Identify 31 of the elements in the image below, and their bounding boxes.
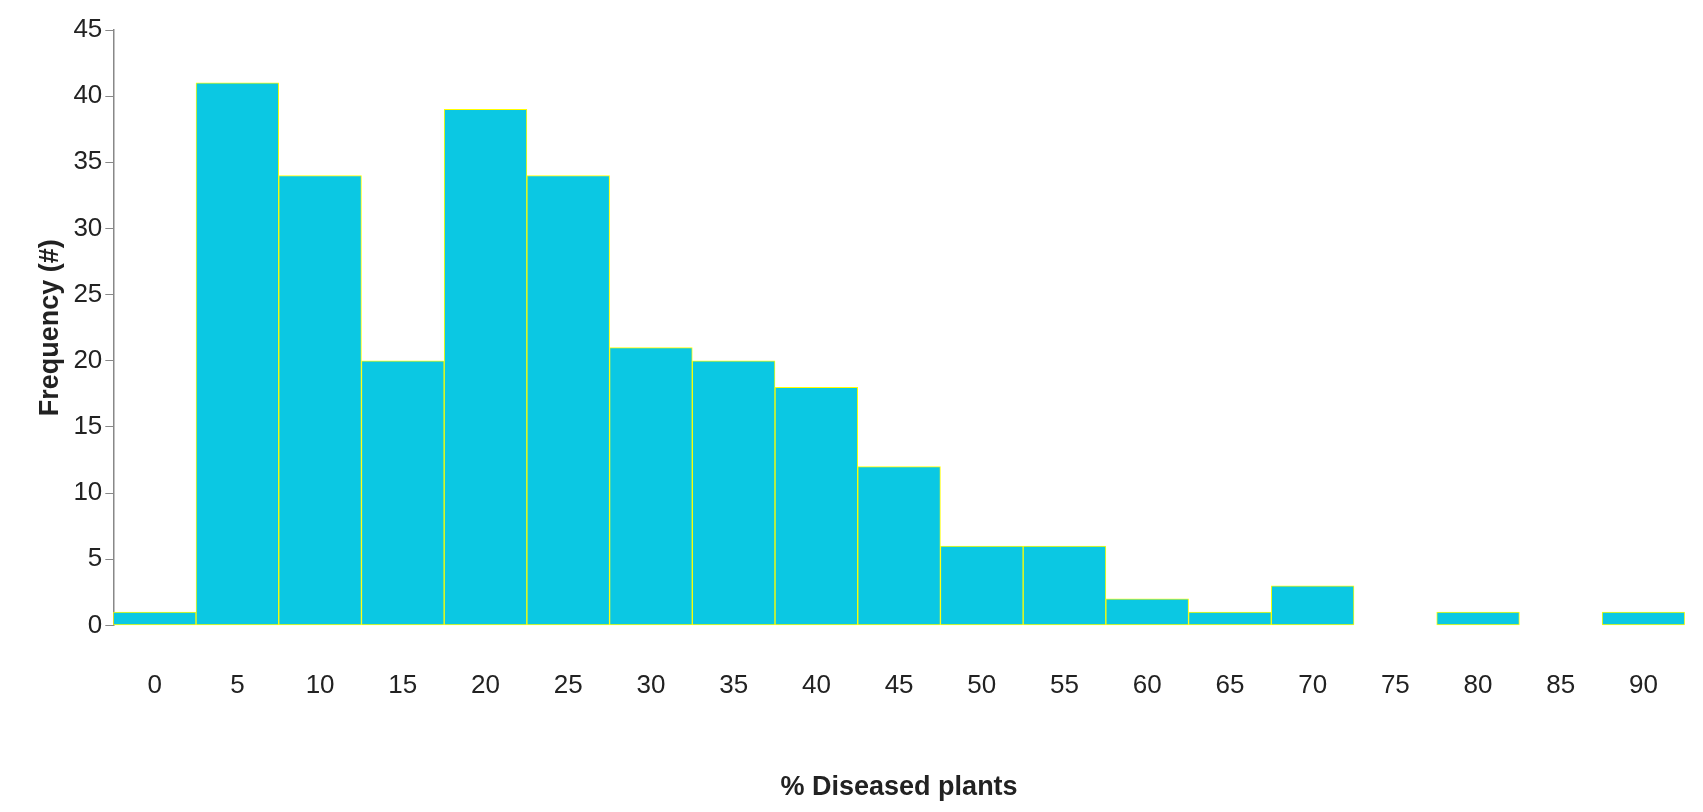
x-axis-title: % Diseased plants bbox=[780, 771, 1018, 802]
x-tick-label: 10 bbox=[305, 669, 335, 700]
x-tick-label: 15 bbox=[388, 669, 418, 700]
x-tick-label: 35 bbox=[719, 669, 749, 700]
y-tick-label: 45 bbox=[73, 13, 103, 44]
x-tick-label: 50 bbox=[967, 669, 997, 700]
x-tick-label: 30 bbox=[636, 669, 666, 700]
x-tick-label: 70 bbox=[1298, 669, 1328, 700]
x-tick-label: 65 bbox=[1215, 669, 1245, 700]
x-tick-label: 40 bbox=[801, 669, 831, 700]
x-tick-label: 75 bbox=[1380, 669, 1410, 700]
y-tick-label: 0 bbox=[87, 608, 103, 639]
y-tick-label: 20 bbox=[73, 343, 103, 374]
y-tick-label: 35 bbox=[73, 145, 103, 176]
y-tick-label: 25 bbox=[73, 277, 103, 308]
y-tick-label: 5 bbox=[87, 542, 103, 573]
x-tick-label: 90 bbox=[1629, 669, 1658, 700]
x-tick-label: 0 bbox=[147, 669, 162, 700]
x-tick-label: 60 bbox=[1132, 669, 1162, 700]
y-tick-label: 40 bbox=[73, 79, 103, 110]
y-axis-title: Frequency (#) bbox=[33, 239, 64, 417]
y-tick-label: 15 bbox=[73, 410, 103, 441]
y-tick-label: 10 bbox=[73, 476, 103, 507]
x-tick-label: 25 bbox=[553, 669, 583, 700]
x-tick-label: 5 bbox=[230, 669, 245, 700]
x-tick-label: 85 bbox=[1546, 669, 1576, 700]
x-tick-label: 80 bbox=[1463, 669, 1493, 700]
x-tick-label: 45 bbox=[884, 669, 914, 700]
x-tick-label: 20 bbox=[471, 669, 500, 700]
x-tick-label: 55 bbox=[1050, 669, 1079, 700]
y-tick-label: 30 bbox=[73, 211, 103, 242]
